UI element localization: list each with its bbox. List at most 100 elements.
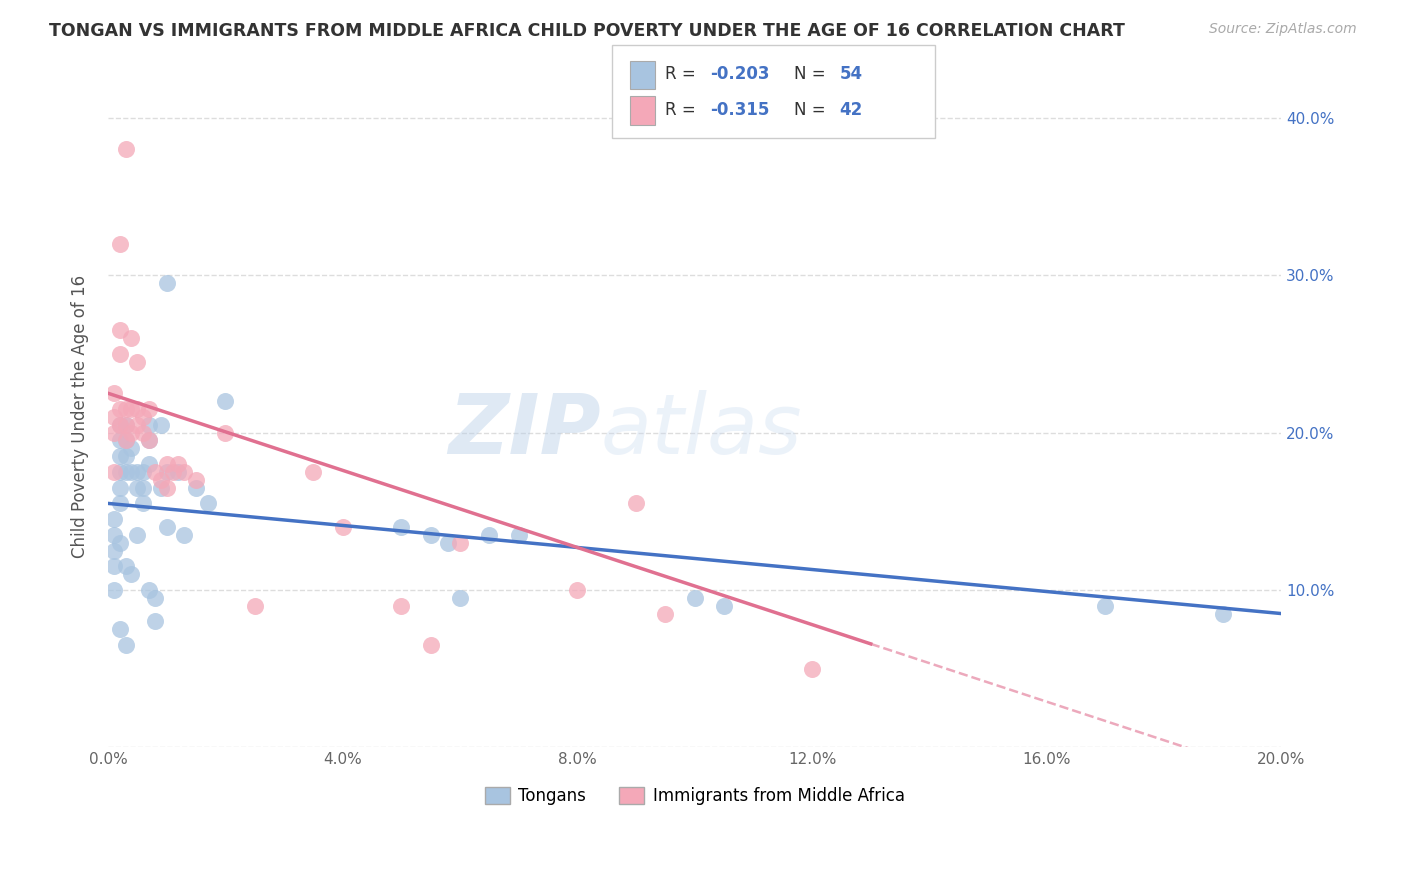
Point [419, 528, 441, 542]
Point [1212, 607, 1234, 621]
Point [173, 528, 195, 542]
Point [419, 638, 441, 652]
Point [120, 331, 142, 345]
Point [127, 355, 149, 369]
Text: Source: ZipAtlas.com: Source: ZipAtlas.com [1209, 22, 1357, 37]
Point [654, 607, 676, 621]
Point [127, 417, 149, 432]
Point [156, 276, 179, 290]
Point [127, 528, 149, 542]
Point [108, 323, 131, 337]
Point [167, 457, 190, 471]
Point [108, 481, 131, 495]
Point [108, 434, 131, 448]
Text: TONGAN VS IMMIGRANTS FROM MIDDLE AFRICA CHILD POVERTY UNDER THE AGE OF 16 CORREL: TONGAN VS IMMIGRANTS FROM MIDDLE AFRICA … [49, 22, 1125, 40]
Point [114, 434, 136, 448]
Point [683, 591, 706, 605]
Point [120, 425, 142, 440]
Point [184, 473, 207, 487]
Point [120, 465, 142, 479]
Point [132, 409, 155, 424]
Point [108, 465, 131, 479]
Point [156, 520, 179, 534]
Point [143, 465, 166, 479]
Point [449, 535, 471, 549]
Point [108, 496, 131, 510]
Point [108, 535, 131, 549]
Point [437, 535, 460, 549]
Text: -0.203: -0.203 [710, 65, 769, 83]
Point [624, 496, 647, 510]
Point [149, 473, 172, 487]
Point [149, 417, 172, 432]
Point [103, 512, 125, 526]
Point [114, 559, 136, 574]
Point [114, 401, 136, 416]
Point [184, 481, 207, 495]
Point [156, 465, 179, 479]
Point [108, 449, 131, 463]
Point [103, 465, 125, 479]
Point [103, 425, 125, 440]
Point [173, 465, 195, 479]
Point [114, 142, 136, 156]
Point [214, 425, 236, 440]
Point [332, 520, 354, 534]
Point [103, 528, 125, 542]
Point [108, 401, 131, 416]
Point [214, 394, 236, 409]
Point [120, 401, 142, 416]
Point [132, 481, 155, 495]
Point [108, 417, 131, 432]
Text: 54: 54 [839, 65, 862, 83]
Point [138, 434, 160, 448]
Point [103, 386, 125, 401]
Point [143, 615, 166, 629]
Point [149, 481, 172, 495]
Text: N =: N = [794, 65, 831, 83]
Point [108, 417, 131, 432]
Point [138, 457, 160, 471]
Text: R =: R = [665, 65, 702, 83]
Text: -0.315: -0.315 [710, 101, 769, 119]
Point [156, 457, 179, 471]
Text: 42: 42 [839, 101, 863, 119]
Point [167, 465, 190, 479]
Point [108, 623, 131, 637]
Point [567, 582, 589, 597]
Point [103, 409, 125, 424]
Point [103, 559, 125, 574]
Point [389, 520, 412, 534]
Y-axis label: Child Poverty Under the Age of 16: Child Poverty Under the Age of 16 [72, 276, 89, 558]
Point [302, 465, 325, 479]
Point [114, 434, 136, 448]
Point [127, 481, 149, 495]
Point [114, 638, 136, 652]
Point [138, 434, 160, 448]
Point [143, 591, 166, 605]
Point [127, 401, 149, 416]
Point [156, 481, 179, 495]
Point [120, 567, 142, 582]
Point [120, 442, 142, 456]
Point [108, 236, 131, 251]
Point [132, 425, 155, 440]
Point [197, 496, 219, 510]
Point [132, 496, 155, 510]
Text: N =: N = [794, 101, 831, 119]
Point [114, 449, 136, 463]
Point [449, 591, 471, 605]
Point [713, 599, 735, 613]
Point [103, 582, 125, 597]
Legend: Tongans, Immigrants from Middle Africa: Tongans, Immigrants from Middle Africa [478, 780, 911, 812]
Point [1094, 599, 1116, 613]
Point [132, 465, 155, 479]
Point [243, 599, 266, 613]
Point [389, 599, 412, 613]
Point [508, 528, 530, 542]
Point [127, 465, 149, 479]
Point [138, 401, 160, 416]
Point [114, 465, 136, 479]
Point [162, 465, 184, 479]
Point [103, 543, 125, 558]
